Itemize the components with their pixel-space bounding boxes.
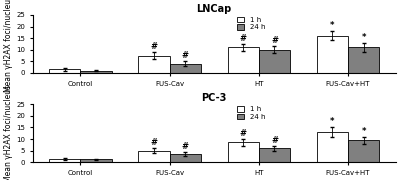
Text: #: # — [150, 138, 158, 147]
Bar — [170, 154, 201, 162]
Text: *: * — [362, 127, 366, 136]
Text: #: # — [150, 42, 158, 51]
Text: #: # — [271, 36, 278, 45]
Title: LNCap: LNCap — [196, 4, 232, 14]
Text: #: # — [271, 136, 278, 145]
Bar — [80, 71, 112, 73]
Bar — [317, 132, 348, 162]
Y-axis label: Mean γH2AX foci/nucleus: Mean γH2AX foci/nucleus — [4, 0, 13, 93]
Bar — [348, 140, 379, 162]
Text: *: * — [330, 21, 335, 30]
Bar — [170, 64, 201, 73]
Text: *: * — [330, 117, 335, 126]
Bar — [49, 159, 80, 162]
Bar — [317, 36, 348, 73]
Text: *: * — [362, 33, 366, 42]
Bar — [49, 69, 80, 73]
Text: #: # — [182, 142, 189, 151]
Bar — [80, 159, 112, 162]
Legend: 1 h, 24 h: 1 h, 24 h — [236, 105, 267, 121]
Bar — [138, 151, 170, 162]
Bar — [259, 148, 290, 162]
Bar — [228, 143, 259, 162]
Text: #: # — [182, 51, 189, 60]
Bar — [228, 47, 259, 73]
Bar — [348, 47, 379, 73]
Bar — [138, 55, 170, 73]
Y-axis label: Mean γH2AX foci/nucleus: Mean γH2AX foci/nucleus — [4, 85, 13, 180]
Title: PC-3: PC-3 — [202, 93, 227, 103]
Bar — [259, 50, 290, 73]
Legend: 1 h, 24 h: 1 h, 24 h — [236, 15, 267, 32]
Text: #: # — [240, 34, 247, 43]
Text: #: # — [240, 129, 247, 138]
